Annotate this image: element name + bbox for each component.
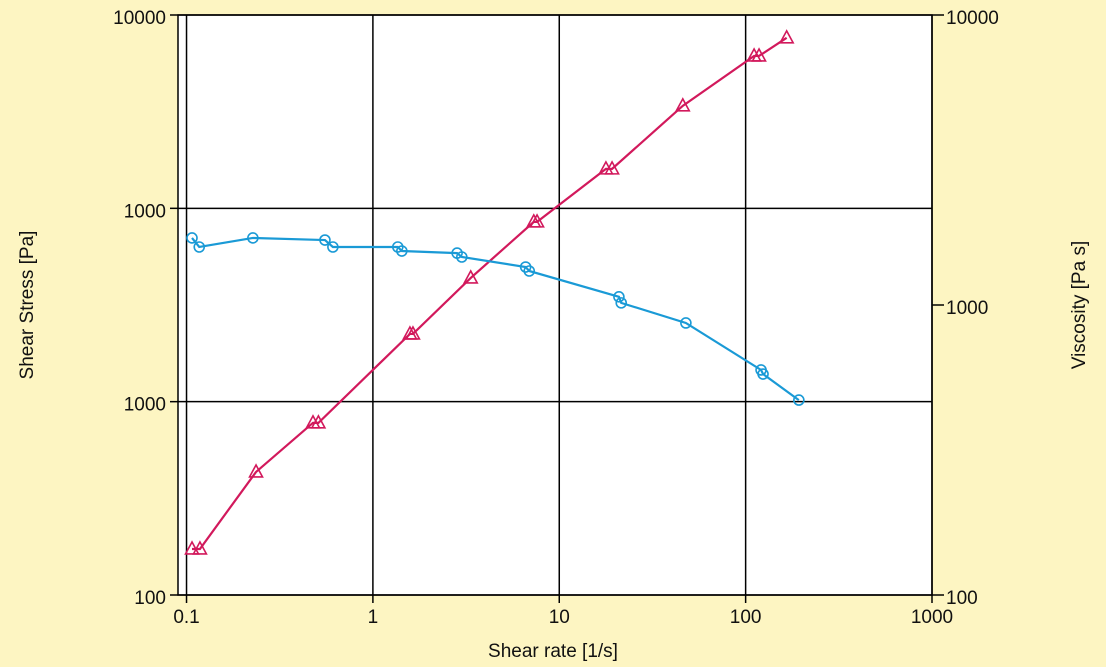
marker xyxy=(248,463,264,478)
marker xyxy=(793,394,805,406)
y2-axis-label: Viscosity [Pa s] xyxy=(1069,241,1090,369)
marker xyxy=(604,160,620,175)
marker xyxy=(193,241,206,253)
x-tick-label: 1 xyxy=(368,607,379,628)
marker xyxy=(184,540,200,555)
marker xyxy=(192,540,208,555)
marker xyxy=(778,29,795,44)
y2-tick-label: 100 xyxy=(946,588,978,609)
marker xyxy=(310,414,327,429)
x-tick-label: 1000 xyxy=(911,607,953,628)
x-tick-label: 0.1 xyxy=(173,607,199,628)
marker xyxy=(529,213,545,228)
series-line xyxy=(192,36,788,551)
marker xyxy=(405,325,421,340)
y2-tick-label: 10000 xyxy=(946,8,999,29)
marker xyxy=(680,317,692,329)
y2-tick-label: 1000 xyxy=(946,298,988,319)
x-tick-label: 10 xyxy=(549,607,570,628)
marker xyxy=(462,269,479,284)
marker xyxy=(523,265,536,277)
marker xyxy=(456,251,468,263)
x-tick-label: 100 xyxy=(730,607,762,628)
plot-area xyxy=(178,15,932,595)
y-tick-label: 1000 xyxy=(124,395,166,416)
y-tick-label: 100 xyxy=(134,588,166,609)
marker xyxy=(186,232,198,244)
series-line xyxy=(191,236,800,401)
marker xyxy=(751,47,767,62)
marker xyxy=(319,234,331,246)
y-tick-label: 10000 xyxy=(113,8,166,29)
marker xyxy=(391,241,404,253)
x-axis-label: Shear rate [1/s] xyxy=(488,641,618,662)
marker xyxy=(615,297,628,309)
y-tick-label: 1000 xyxy=(124,201,166,222)
marker xyxy=(674,97,691,112)
marker xyxy=(247,232,259,244)
marker xyxy=(613,291,625,303)
plot-border xyxy=(177,14,933,596)
marker xyxy=(757,368,769,380)
y-axis-label: Shear Stress [Pa] xyxy=(17,231,38,380)
marker xyxy=(327,241,339,253)
marker xyxy=(396,245,408,257)
